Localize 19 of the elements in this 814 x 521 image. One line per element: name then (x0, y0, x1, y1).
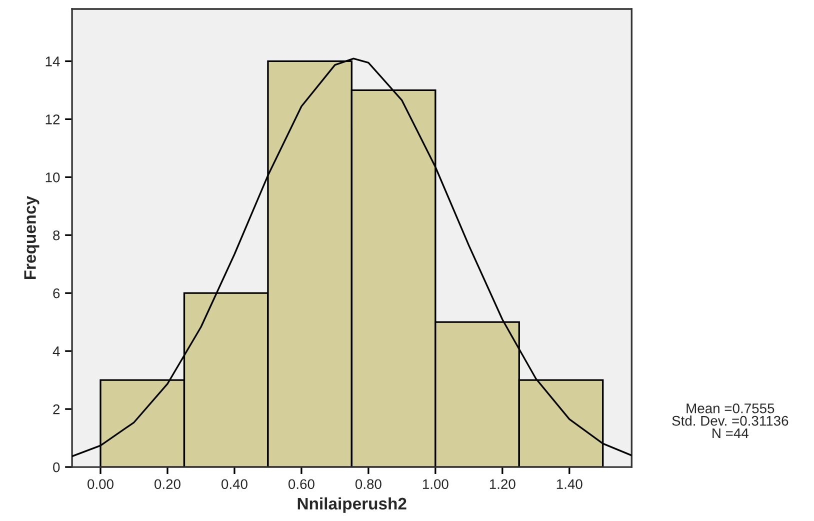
x-tick-label: 1.20 (490, 479, 516, 490)
x-axis-title: Nnilaiperush2 (298, 497, 406, 513)
y-tick-label: 2 (53, 404, 60, 414)
y-tick-label: 14 (46, 56, 60, 66)
x-tick-label: 0.00 (88, 479, 114, 490)
y-tick-label: 10 (46, 172, 60, 182)
y-tick-label: 8 (53, 230, 60, 240)
y-tick-label: 12 (46, 114, 60, 124)
x-tick-label: 0.60 (288, 479, 314, 490)
text: Mean =0.7555 Std. Dev. =0.31136 N =44 (672, 403, 788, 438)
y-tick-label: 0 (53, 462, 60, 472)
x-tick-label: 0.20 (154, 479, 180, 490)
x-tick-label: 0.80 (355, 479, 382, 490)
y-axis-title: Frequency (24, 196, 40, 280)
y-tick-label: 4 (52, 346, 60, 356)
x-tick-label: 1.00 (422, 479, 448, 490)
y-tick-label: 6 (53, 288, 60, 298)
x-tick-label: 0.40 (221, 479, 248, 490)
x-tick-label: 1.40 (556, 479, 582, 490)
